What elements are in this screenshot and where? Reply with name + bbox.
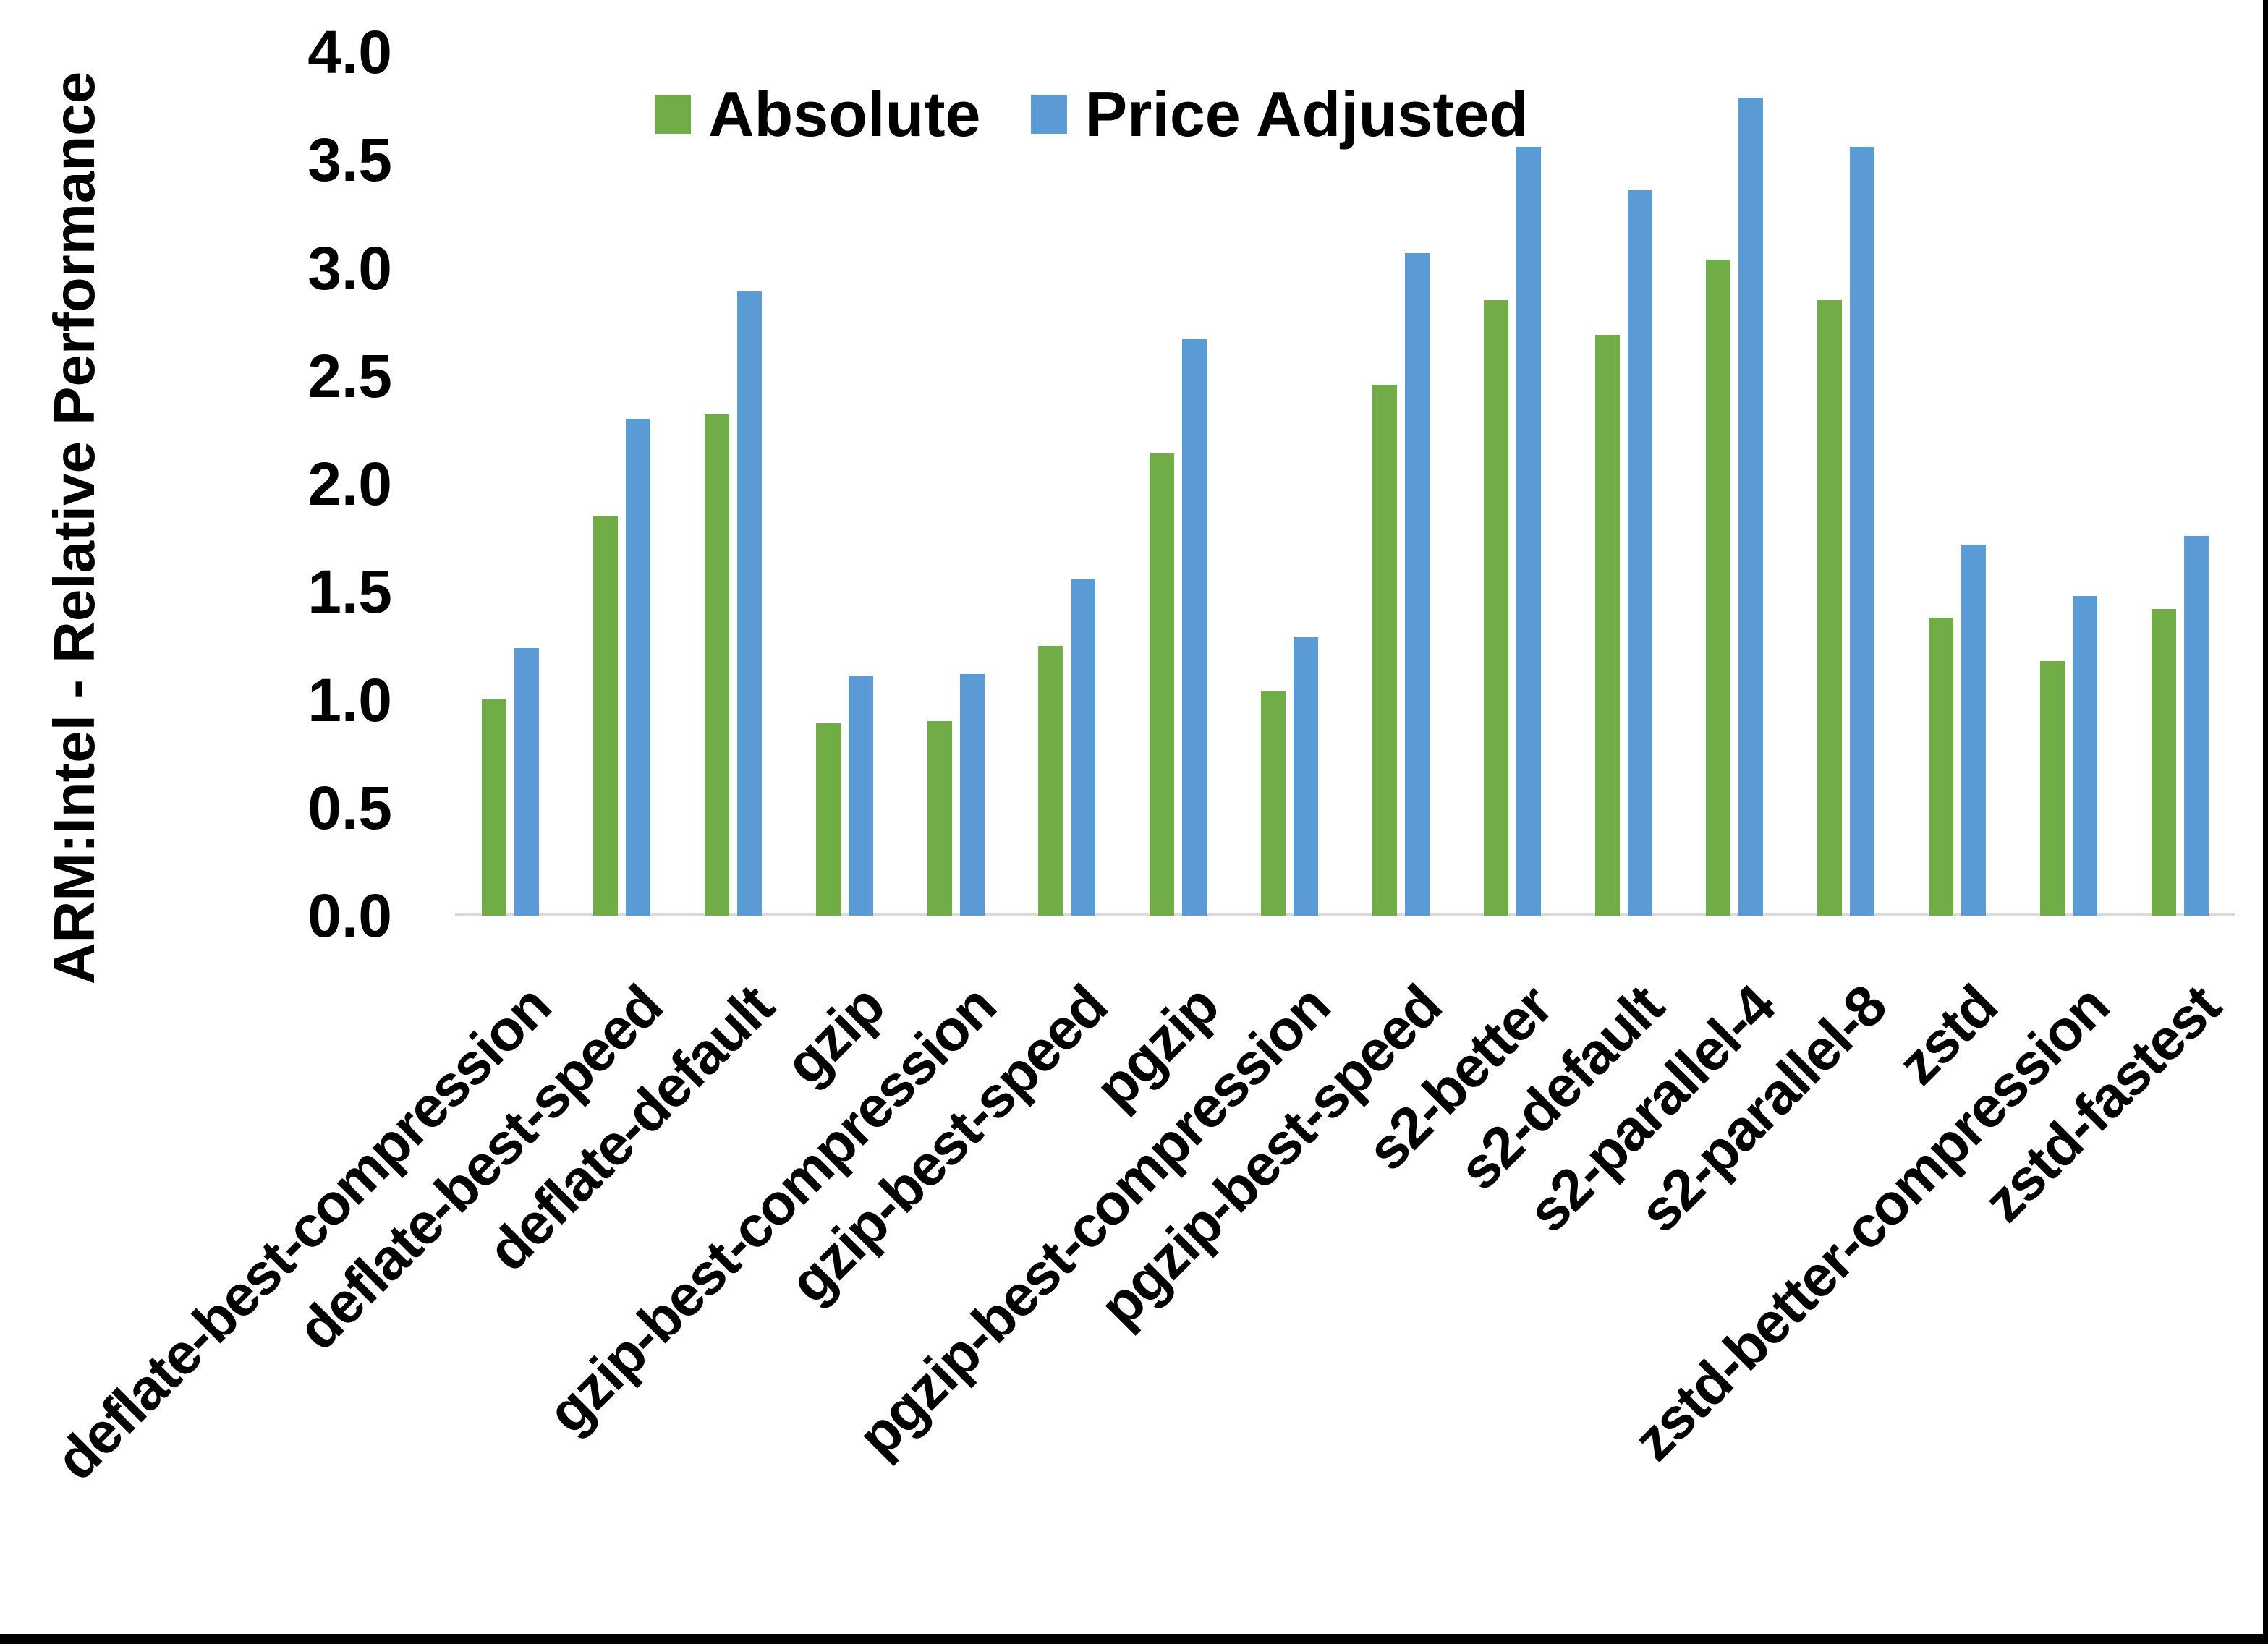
y-tick-label: 0.5 [307, 773, 392, 842]
absolute-bar [2151, 609, 2176, 916]
price-adjusted-bar [514, 648, 540, 916]
absolute-bar [1706, 260, 1731, 916]
absolute-bar [2039, 661, 2065, 916]
bar-group [789, 52, 900, 916]
price-adjusted-bar [1738, 98, 1764, 916]
legend-label: Absolute [708, 78, 981, 150]
absolute-bar [815, 723, 841, 916]
absolute-bar [1594, 335, 1620, 916]
legend-label: Price Adjusted [1084, 78, 1529, 150]
price-adjusted-bar [1961, 545, 1986, 916]
bar-group [566, 52, 678, 916]
bar-group [2124, 52, 2235, 916]
legend-swatch [1031, 95, 1068, 134]
screenshot-bottom-border [0, 1634, 2268, 1644]
absolute-bar [1928, 618, 1953, 916]
price-adjusted-bar [626, 419, 651, 916]
price-adjusted-bar [2183, 536, 2209, 916]
absolute-bar [1150, 453, 1175, 916]
price-adjusted-bar [1071, 579, 1096, 916]
price-adjusted-bar [2072, 596, 2097, 916]
y-tick-label: 2.5 [307, 341, 392, 410]
absolute-bar [1483, 300, 1508, 916]
bar-group [678, 52, 789, 916]
price-adjusted-bar [848, 676, 873, 916]
y-tick-label: 2.0 [307, 450, 392, 518]
bar-group [1568, 52, 1679, 916]
y-tick-label: 4.0 [307, 18, 392, 86]
bar-group [1902, 52, 2013, 916]
bar-group [1123, 52, 1234, 916]
absolute-bar [1261, 691, 1286, 916]
price-adjusted-bar [1404, 253, 1430, 916]
absolute-bar [593, 516, 619, 916]
screenshot-right-border [2263, 0, 2268, 1644]
absolute-bar [1372, 385, 1397, 916]
legend: Absolute Price Adjusted [655, 78, 1528, 150]
bar-group [1234, 52, 1346, 916]
legend-item: Price Adjusted [1031, 78, 1528, 150]
bar-group [2013, 52, 2124, 916]
absolute-bar [482, 699, 507, 916]
price-adjusted-bar [737, 291, 763, 916]
price-adjusted-bar [1516, 147, 1541, 916]
price-adjusted-bar [1850, 147, 1875, 916]
absolute-bar [705, 414, 730, 916]
legend-item: Absolute [655, 78, 980, 150]
bar-group [1456, 52, 1568, 916]
price-adjusted-bar [1627, 190, 1652, 916]
x-axis-line [455, 913, 2235, 916]
bar-group [1346, 52, 1457, 916]
absolute-bar [1038, 646, 1063, 916]
y-tick-label: 0.0 [307, 882, 392, 950]
price-adjusted-bar [959, 674, 985, 916]
y-tick-label: 3.0 [307, 234, 392, 302]
bar-group [1679, 52, 1791, 916]
absolute-bar [927, 721, 952, 916]
absolute-bar [1817, 300, 1843, 916]
y-tick-label: 3.5 [307, 126, 392, 195]
y-tick-label: 1.5 [307, 558, 392, 626]
plot-area [455, 52, 2235, 916]
price-adjusted-bar [1294, 637, 1319, 916]
bar-group [455, 52, 566, 916]
y-axis-title: ARM:Intel - Relative Performance [42, 71, 106, 985]
bar-group [1791, 52, 1902, 916]
legend-swatch [655, 95, 691, 134]
bar-group [1011, 52, 1123, 916]
y-tick-label: 1.0 [307, 665, 392, 734]
bar-group [900, 52, 1011, 916]
price-adjusted-bar [1182, 339, 1207, 916]
